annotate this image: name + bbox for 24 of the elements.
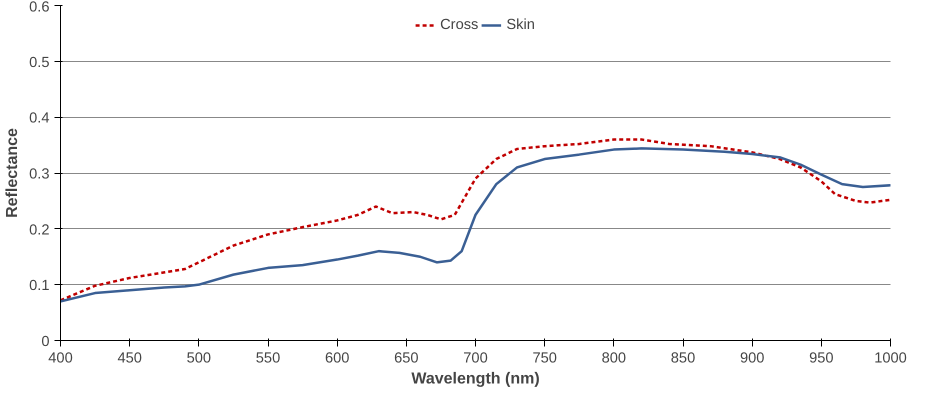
- y-tick-label: 0.1: [29, 278, 50, 294]
- x-tick-label: 400: [48, 350, 73, 366]
- x-tick-label: 450: [117, 350, 142, 366]
- x-tick-label: 900: [740, 350, 764, 366]
- y-tick-label: 0.3: [29, 166, 50, 182]
- x-tick-label: 550: [256, 350, 280, 366]
- x-tick-label: 950: [809, 350, 834, 366]
- x-tick-label: 500: [186, 350, 212, 366]
- y-tick-label: 0.6: [29, 0, 50, 16]
- legend-label: Skin: [506, 17, 535, 33]
- x-tick-label: 650: [394, 350, 419, 366]
- x-tick-label: 800: [602, 350, 626, 366]
- y-tick-label: 0.4: [29, 110, 50, 127]
- x-tick-label: 700: [463, 350, 488, 366]
- x-tick-label: 1000: [874, 350, 907, 366]
- y-tick-label: 0.2: [29, 222, 50, 238]
- x-tick-label: 600: [324, 350, 350, 366]
- x-tick-label: 850: [670, 350, 696, 366]
- x-axis-title: Wavelength (nm): [411, 370, 540, 388]
- y-tick-label: 0.5: [29, 54, 50, 71]
- x-tick-label: 750: [532, 350, 557, 366]
- y-axis-title: Reflectance: [4, 128, 22, 218]
- legend-label: Cross: [440, 17, 478, 33]
- y-tick-label: 0: [41, 334, 50, 350]
